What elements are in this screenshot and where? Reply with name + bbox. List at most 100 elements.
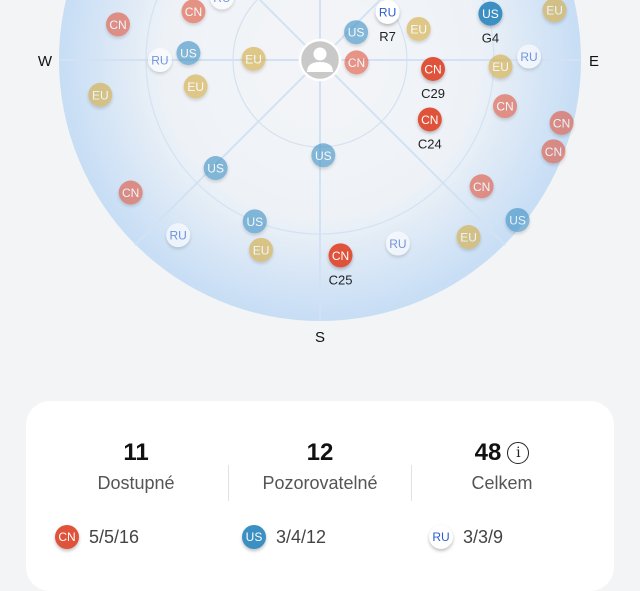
eu-badge-icon xyxy=(88,82,113,107)
satellite-cn[interactable]: CN xyxy=(344,50,369,75)
satellite-eu[interactable]: EU xyxy=(406,16,431,41)
satellite-cn[interactable]: CN xyxy=(469,174,494,199)
eu-badge-icon xyxy=(241,46,266,71)
satellite-system-code: CN xyxy=(424,62,441,76)
legend-cn: CN 5/5/16 xyxy=(55,525,139,549)
satellite-ru[interactable]: RU xyxy=(210,0,234,10)
person-avatar-icon xyxy=(298,38,342,82)
cn-badge-icon: CN xyxy=(55,525,79,549)
satellite-us[interactable]: US xyxy=(311,143,336,168)
us-badge-icon xyxy=(176,41,201,66)
eu-badge-icon xyxy=(456,225,481,250)
ru-badge-icon: RU xyxy=(429,525,453,549)
satellite-system-code: EU xyxy=(245,52,262,66)
satellite-ru[interactable]: RU xyxy=(375,0,400,24)
satellite-system-code: EU xyxy=(410,22,427,36)
satellite-cn[interactable]: CN xyxy=(106,12,131,37)
satellite-system-code: US xyxy=(246,215,263,229)
cn-badge-icon xyxy=(469,174,494,199)
satellite-system-code: US xyxy=(482,7,499,21)
satellite-system-code: CN xyxy=(496,100,513,114)
info-icon[interactable]: i xyxy=(507,442,530,464)
satellite-eu[interactable]: EU xyxy=(249,237,274,262)
satellite-ru[interactable]: RU xyxy=(166,223,191,248)
satellite-system-code: US xyxy=(509,213,526,227)
satellite-system-code: EU xyxy=(492,60,509,74)
eu-badge-icon xyxy=(183,74,208,99)
cn-badge-icon xyxy=(421,56,446,81)
satellite-eu[interactable]: EU xyxy=(183,74,208,99)
satellite-cn[interactable]: CN xyxy=(493,94,518,119)
satellite-system-code: EU xyxy=(92,88,109,102)
compass-east: E xyxy=(589,53,599,70)
satellite-label: C29 xyxy=(421,86,445,101)
satellite-cn[interactable]: CN xyxy=(417,107,442,132)
satellite-system-code: RU xyxy=(213,0,230,5)
divider xyxy=(411,465,412,501)
satellite-system-code: CN xyxy=(348,56,365,70)
satellite-label: C24 xyxy=(418,136,442,151)
us-counts: 3/4/12 xyxy=(276,526,327,547)
satellite-system-code: RU xyxy=(520,50,537,64)
satellite-us[interactable]: US xyxy=(344,20,369,45)
satellite-cn[interactable]: CN xyxy=(328,243,353,268)
total-count: 48 xyxy=(474,439,502,466)
satellite-system-code: CN xyxy=(421,113,438,127)
satellite-system-code: RU xyxy=(170,229,187,243)
satellite-us[interactable]: US xyxy=(242,209,267,234)
satellite-system-code: RU xyxy=(389,237,406,251)
summary-card: 11 Dostupné 12 Pozorovatelné 48 i Celkem … xyxy=(26,401,614,591)
us-badge-icon xyxy=(344,20,369,45)
satellite-system-code: CN xyxy=(185,5,202,19)
satellite-system-code: EU xyxy=(253,243,270,257)
observable-label: Pozorovatelné xyxy=(262,473,378,493)
satellite-us[interactable]: US xyxy=(478,1,503,26)
satellite-us[interactable]: US xyxy=(505,207,530,232)
satellite-cn[interactable]: CN xyxy=(181,0,206,24)
ru-badge-icon xyxy=(210,0,234,10)
satellite-system-code: CN xyxy=(473,180,490,194)
satellite-system-code: US xyxy=(207,162,224,176)
satellite-eu[interactable]: EU xyxy=(88,82,113,107)
divider xyxy=(228,465,229,501)
satellite-system-code: CN xyxy=(553,116,570,130)
satellite-system-code: RU xyxy=(379,5,396,19)
satellite-us[interactable]: US xyxy=(176,41,201,66)
satellite-system-code: CN xyxy=(109,18,126,32)
satellite-system-code: CN xyxy=(545,145,562,159)
eu-badge-icon xyxy=(542,0,567,23)
stat-total: 48 i Celkem xyxy=(412,439,592,494)
us-badge-icon xyxy=(242,209,267,234)
satellite-label: C25 xyxy=(329,272,353,287)
cn-badge-icon xyxy=(118,180,143,205)
satellite-eu[interactable]: EU xyxy=(241,46,266,71)
satellite-ru[interactable]: RU xyxy=(147,48,172,72)
satellite-system-code: EU xyxy=(546,4,563,18)
satellites-layer: CN CN RU US EU EU RU US EU CN RU EU EU EU CN CN CN US US CN… xyxy=(88,0,574,287)
ru-badge-icon xyxy=(166,223,191,248)
total-label: Celkem xyxy=(471,473,533,493)
satellite-system-code: US xyxy=(348,26,365,40)
us-badge-icon xyxy=(203,156,228,181)
available-label: Dostupné xyxy=(97,473,175,493)
satellite-cn[interactable]: CN xyxy=(541,139,566,164)
satellite-cn[interactable]: CN xyxy=(421,56,446,81)
satellite-us[interactable]: US xyxy=(203,156,228,181)
satellite-ru[interactable]: RU xyxy=(385,231,410,256)
legend-ru: RU 3/3/9 xyxy=(429,525,503,549)
cn-badge-icon xyxy=(106,12,131,37)
satellite-system-code: US xyxy=(180,47,197,61)
compass-south: S xyxy=(315,329,325,346)
satellite-eu[interactable]: EU xyxy=(542,0,567,23)
satellite-ru[interactable]: RU xyxy=(517,44,542,69)
us-badge-icon: US xyxy=(242,525,266,549)
satellite-eu[interactable]: EU xyxy=(488,54,513,79)
satellite-system-code: EU xyxy=(187,80,204,94)
cn-counts: 5/5/16 xyxy=(89,526,140,547)
cn-badge-icon xyxy=(417,107,442,132)
satellite-label: G4 xyxy=(482,31,499,46)
satellite-cn[interactable]: CN xyxy=(118,180,143,205)
satellite-system-code: US xyxy=(315,149,332,163)
satellite-eu[interactable]: EU xyxy=(456,225,481,250)
satellite-cn[interactable]: CN xyxy=(549,110,574,135)
